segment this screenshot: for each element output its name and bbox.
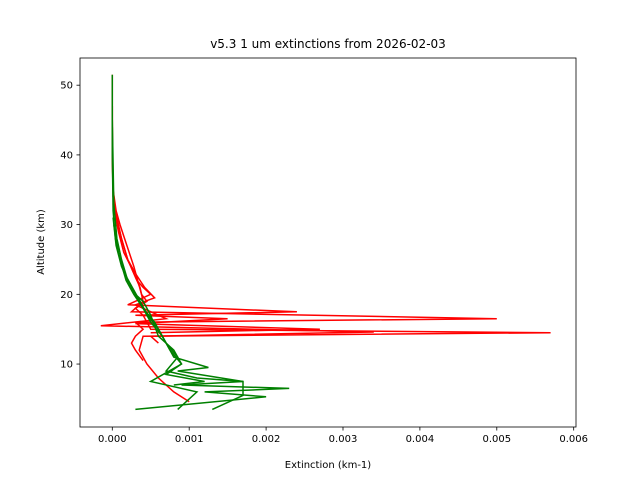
y-tick-label: 50 bbox=[60, 81, 73, 92]
y-tick-label: 40 bbox=[60, 150, 73, 161]
x-tick-label: 0.002 bbox=[252, 434, 281, 445]
x-tick-label: 0.001 bbox=[175, 434, 204, 445]
x-tick-label: 0.004 bbox=[406, 434, 435, 445]
x-tick-label: 0.006 bbox=[559, 434, 588, 445]
profile-line bbox=[113, 224, 205, 386]
x-tick-label: 0.003 bbox=[329, 434, 358, 445]
plot-frame bbox=[79, 57, 577, 428]
profile-line bbox=[111, 119, 244, 411]
chart-title: v5.3 1 um extinctions from 2026-02-03 bbox=[210, 37, 446, 51]
x-axis-label: Extinction (km-1) bbox=[285, 460, 372, 471]
y-tick-label: 20 bbox=[60, 290, 73, 301]
x-tick-label: 0.005 bbox=[482, 434, 511, 445]
x-tick-label: 0.000 bbox=[98, 434, 127, 445]
y-tick-label: 30 bbox=[60, 220, 73, 231]
profile-line bbox=[112, 217, 199, 410]
y-tick-label: 10 bbox=[60, 360, 73, 371]
y-axis-label: Altitude (km) bbox=[36, 209, 47, 275]
